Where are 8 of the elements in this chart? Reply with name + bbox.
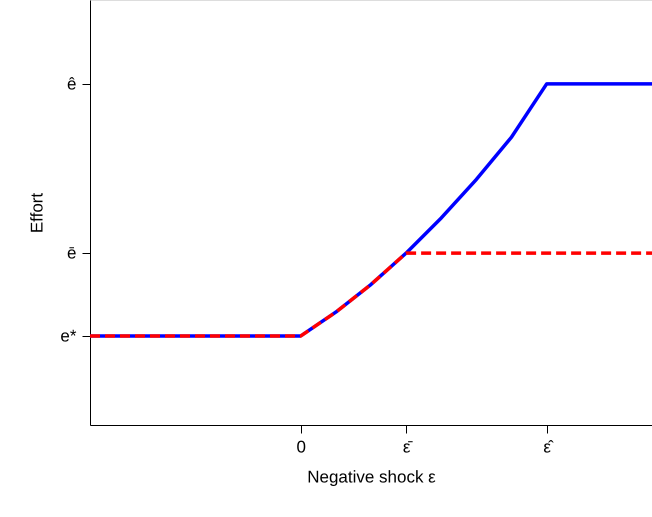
x-tick-label: ε̂: [543, 438, 554, 456]
x-tick-label: ε̄: [402, 438, 414, 456]
text: ê: [67, 74, 76, 94]
x-axis-title: Negative shock ε: [307, 468, 436, 486]
text: e*: [60, 326, 77, 346]
x-tick-label: 0: [296, 438, 306, 456]
text: ē: [67, 244, 76, 263]
y-axis-title: Effort: [27, 192, 46, 234]
